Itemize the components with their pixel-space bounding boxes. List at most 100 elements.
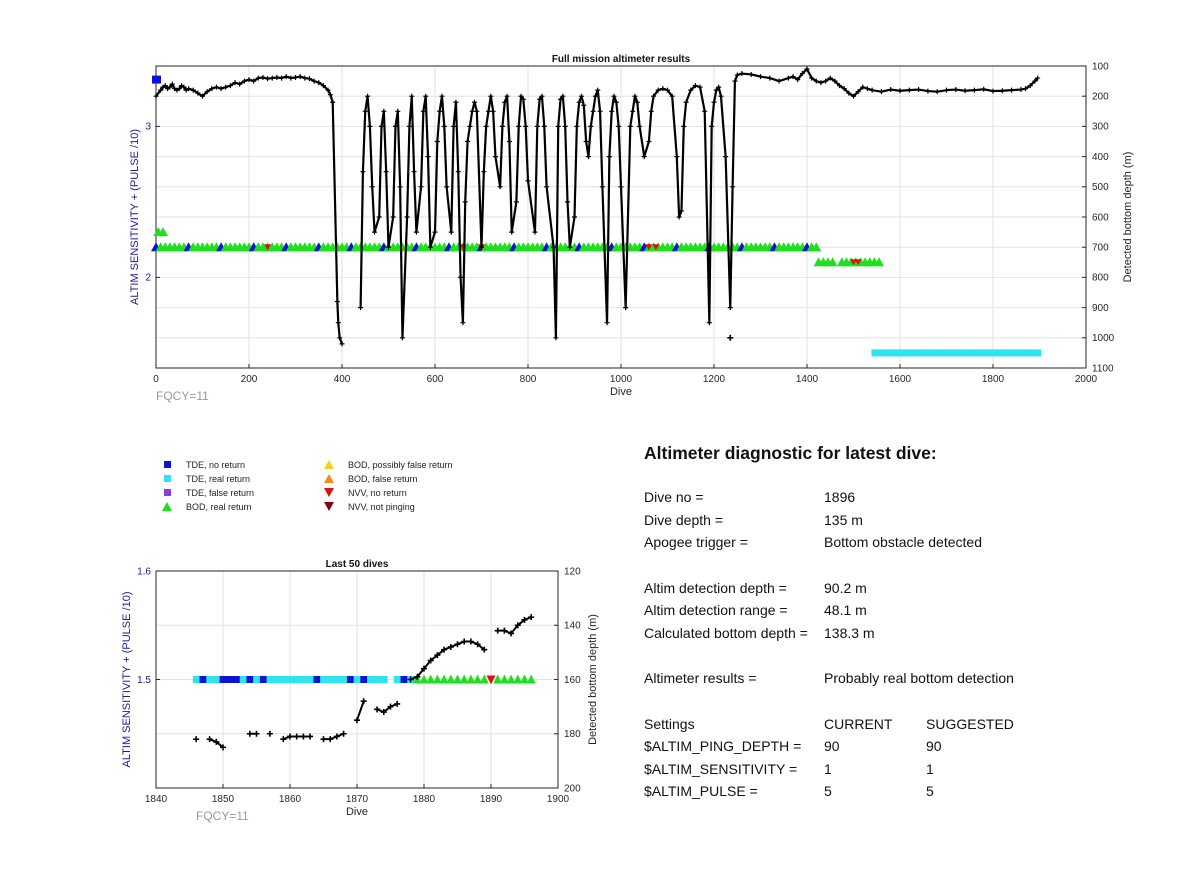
dive-depth-value: 135 m (824, 511, 863, 528)
bottom-depth-point (472, 99, 478, 105)
bottom-depth-point (706, 320, 712, 326)
bottom-depth-point (520, 96, 526, 102)
calc-bottom-row: Calculated bottom depth = 138.3 m (644, 622, 1164, 645)
bottom-depth-point (813, 78, 819, 84)
bottom-depth-point (337, 335, 343, 341)
bottom-depth-point (499, 123, 505, 129)
bottom-depth-point (451, 123, 457, 129)
bottom-depth-point (372, 229, 378, 235)
bottom-depth-point (767, 75, 773, 81)
bottom-depth-point (1035, 75, 1041, 81)
settings-marker (811, 242, 822, 252)
bottom-depth-point (560, 93, 566, 99)
bottom-depth-point (627, 123, 633, 129)
bottom-depth-point (709, 123, 715, 129)
bottom-depth-point (209, 86, 215, 92)
nvv-marker (264, 244, 272, 251)
blue-square-icon (163, 461, 171, 468)
dive-no-row: Dive no = 1896 (644, 486, 1164, 509)
nvv-marker (854, 259, 862, 266)
settings-marker (987, 349, 995, 357)
settings-marker (955, 349, 963, 357)
bottom-depth-point (458, 274, 464, 280)
y-axis-label-right: Detected bottom depth (m) (587, 614, 599, 745)
bottom-depth-point (606, 154, 612, 160)
settings-marker (903, 349, 911, 357)
bottom-depth-point (748, 71, 754, 77)
bottom-depth-point (532, 229, 538, 235)
legend: TDE, no return TDE, real return TDE, fal… (160, 458, 580, 518)
bottom-depth-point (611, 93, 617, 99)
bottom-depth-point (734, 72, 740, 78)
purple-square-icon (163, 489, 171, 496)
bottom-depth-point (678, 208, 684, 214)
bottom-depth-point (723, 154, 729, 160)
settings-marker (326, 676, 335, 683)
bottom-depth-point (727, 334, 734, 341)
settings-marker (486, 675, 496, 685)
bottom-depth-point (481, 646, 488, 653)
x-tick-label: 1600 (889, 374, 912, 385)
bottom-depth-point (616, 123, 622, 129)
x-tick-label: 1870 (346, 794, 369, 805)
bottom-depth-point (897, 88, 903, 94)
bottom-depth-point (425, 154, 431, 160)
legend-label: TDE, no return (186, 459, 246, 470)
diagnostic-title: Altimeter diagnostic for latest dive: (644, 443, 937, 463)
bottom-depth-point (585, 154, 591, 160)
bottom-depth-point (513, 199, 519, 205)
bottom-depth-point (613, 99, 619, 105)
bottom-depth-point (334, 299, 340, 305)
setting-row: $ALTIM_PULSE = 5 5 (644, 780, 1164, 803)
bottom-depth-point (434, 139, 440, 144)
bottom-depth-point (846, 90, 852, 96)
y-tick-label-left: 2 (145, 273, 151, 284)
bottom-depth-point (354, 717, 360, 724)
bottom-depth-point (330, 99, 336, 105)
bottom-depth-point (665, 87, 670, 93)
x-tick-label: 1200 (703, 374, 726, 385)
bottom-depth-point (162, 83, 168, 89)
bottom-depth-point (307, 733, 314, 740)
legend-label: TDE, real return (186, 473, 251, 484)
bottom-depth-point (406, 123, 412, 129)
bottom-depth-point (218, 86, 224, 92)
bottom-depth-point (681, 123, 687, 129)
bottom-depth-point (851, 93, 856, 99)
bottom-depth-point (494, 627, 501, 634)
bottom-depth-point (962, 88, 968, 94)
bottom-depth-point (990, 88, 996, 94)
bottom-depth-point (206, 736, 213, 743)
settings-marker (239, 676, 247, 683)
bottom-depth-point (269, 75, 275, 81)
bottom-depth-point (641, 154, 647, 160)
bottom-depth-point (220, 744, 226, 751)
bottom-depth-point (581, 102, 587, 108)
bottom-depth-point (288, 75, 294, 81)
bottom-depth-point (462, 199, 468, 205)
settings-marker (400, 676, 408, 683)
bottom-depth-point (534, 123, 540, 129)
y-tick-label-right: 300 (1092, 122, 1109, 133)
bottom-depth-point (404, 214, 410, 220)
settings-marker (922, 349, 930, 357)
x-axis-label: Dive (610, 386, 632, 398)
settings-marker (499, 674, 509, 684)
bottom-depth-point (1023, 86, 1029, 92)
settings-marker (453, 674, 462, 684)
setting-row: $ALTIM_PING_DEPTH = 90 90 (644, 735, 1164, 758)
bottom-depth-point (227, 83, 233, 89)
bottom-depth-point (432, 229, 438, 235)
bottom-depth-point (176, 86, 182, 92)
bottom-depth-point (327, 736, 334, 743)
bottom-depth-point (537, 96, 543, 102)
results-row: Altimeter results = Probably real bottom… (644, 667, 1164, 690)
bottom-depth-point (1027, 83, 1033, 89)
bottom-depth-point (860, 84, 866, 90)
bottom-depth-point (460, 320, 466, 326)
bottom-depth-point (730, 184, 736, 190)
bottom-depth-point (465, 139, 471, 144)
settings-marker (340, 676, 348, 683)
dive-no-label: Dive no = (644, 489, 704, 505)
settings-header-row: Settings CURRENT SUGGESTED (644, 713, 1164, 736)
